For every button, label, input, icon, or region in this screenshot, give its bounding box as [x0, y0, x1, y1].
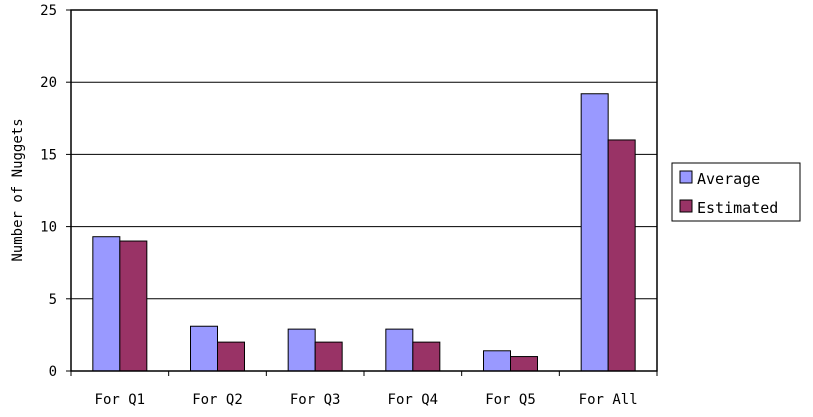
legend-swatch-estimated	[679, 199, 693, 213]
gridlines	[71, 81, 657, 300]
y-tick-label: 5	[49, 292, 57, 308]
plot-frame	[70, 9, 658, 372]
x-tick-label: For Q1	[95, 392, 146, 408]
bars	[92, 93, 636, 372]
y-tick-label: 25	[40, 3, 57, 19]
bar-estimated-4	[412, 341, 441, 372]
x-tick-label: For Q5	[485, 392, 536, 408]
bar-average-4	[385, 328, 414, 372]
legend-label-estimated: Estimated	[697, 199, 778, 217]
y-tick-label: 20	[40, 75, 57, 91]
bar-estimated-3	[314, 341, 343, 372]
y-tick-label: 10	[40, 220, 57, 236]
bar-average-6	[580, 93, 609, 372]
legend-label-average: Average	[697, 170, 760, 188]
y-axis-label: Number of Nuggets	[10, 118, 26, 261]
bar-estimated-6	[607, 139, 636, 372]
y-tick-label: 15	[40, 147, 57, 163]
bar-average-2	[190, 325, 218, 372]
legend-frame	[671, 162, 801, 222]
y-axis-ticks: 0 5 10 15 20 25	[40, 3, 71, 380]
legend: Average Estimated	[671, 162, 801, 222]
bar-estimated-5	[510, 356, 538, 372]
x-tick-label: For All	[579, 392, 638, 408]
bar-average-5	[483, 350, 511, 372]
legend-swatch-average	[679, 170, 693, 184]
bar-average-1	[92, 236, 121, 372]
bar-estimated-1	[119, 240, 148, 372]
x-tick-label: For Q3	[290, 392, 341, 408]
x-axis-ticks: For Q1 For Q2 For Q3 For Q4 For Q5 For All	[70, 371, 658, 408]
bar-estimated-2	[217, 341, 245, 372]
y-tick-label: 0	[49, 364, 57, 380]
x-tick-label: For Q2	[192, 392, 243, 408]
x-tick-label: For Q4	[388, 392, 439, 408]
bar-average-3	[287, 328, 316, 372]
